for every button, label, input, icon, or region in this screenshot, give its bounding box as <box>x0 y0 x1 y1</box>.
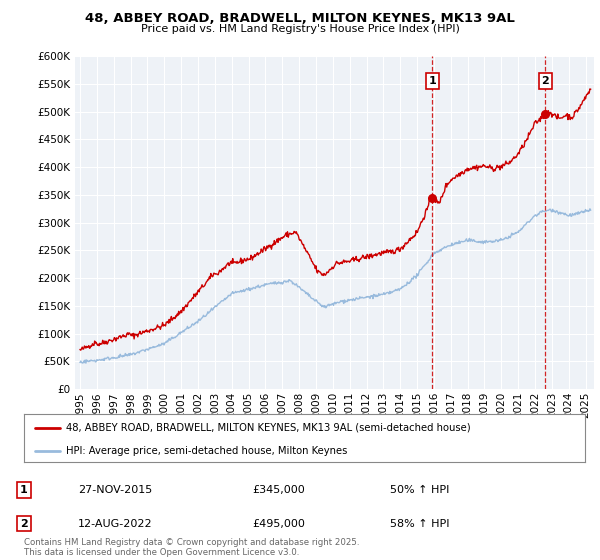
Text: 27-NOV-2015: 27-NOV-2015 <box>78 485 152 495</box>
Text: 1: 1 <box>20 485 28 495</box>
Text: Contains HM Land Registry data © Crown copyright and database right 2025.
This d: Contains HM Land Registry data © Crown c… <box>24 538 359 557</box>
Text: 1: 1 <box>428 76 436 86</box>
Text: £495,000: £495,000 <box>252 519 305 529</box>
Text: 50% ↑ HPI: 50% ↑ HPI <box>390 485 449 495</box>
Text: 12-AUG-2022: 12-AUG-2022 <box>78 519 152 529</box>
Text: HPI: Average price, semi-detached house, Milton Keynes: HPI: Average price, semi-detached house,… <box>66 446 347 456</box>
Text: 48, ABBEY ROAD, BRADWELL, MILTON KEYNES, MK13 9AL (semi-detached house): 48, ABBEY ROAD, BRADWELL, MILTON KEYNES,… <box>66 423 471 433</box>
Text: 2: 2 <box>542 76 550 86</box>
Text: 48, ABBEY ROAD, BRADWELL, MILTON KEYNES, MK13 9AL: 48, ABBEY ROAD, BRADWELL, MILTON KEYNES,… <box>85 12 515 25</box>
Text: Price paid vs. HM Land Registry's House Price Index (HPI): Price paid vs. HM Land Registry's House … <box>140 24 460 34</box>
Text: £345,000: £345,000 <box>252 485 305 495</box>
Text: 2: 2 <box>20 519 28 529</box>
Text: 58% ↑ HPI: 58% ↑ HPI <box>390 519 449 529</box>
